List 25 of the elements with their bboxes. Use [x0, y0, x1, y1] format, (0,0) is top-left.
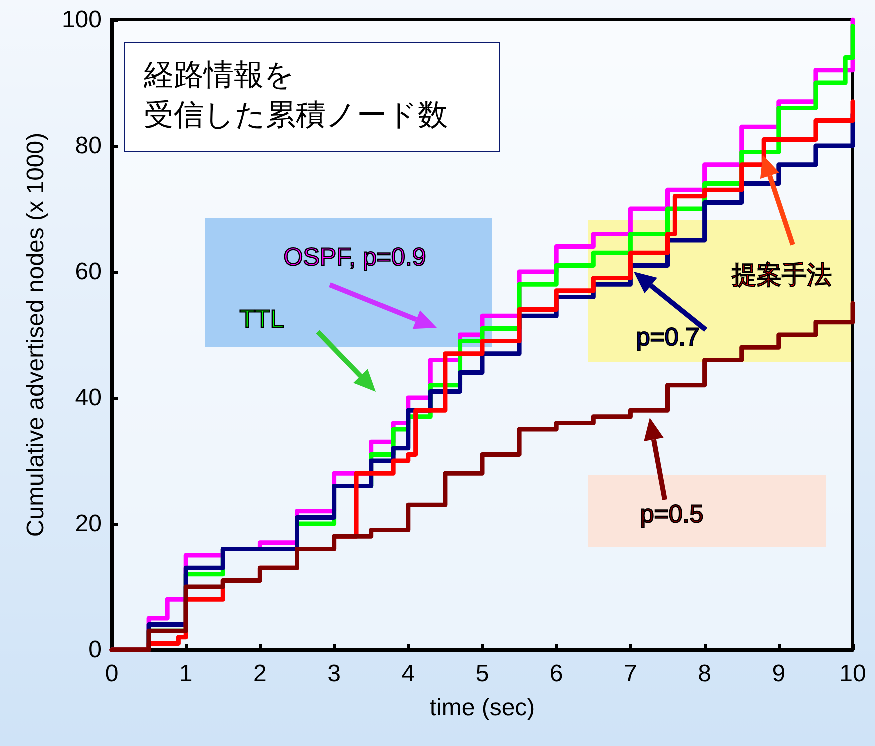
x-tick-label: 1: [179, 660, 193, 688]
text: TTL: [240, 306, 284, 334]
y-tick-label: 20: [75, 510, 102, 538]
y-tick-label: 60: [75, 258, 102, 286]
x-tick-label: 5: [476, 660, 490, 688]
series-label: p=0.7: [636, 324, 700, 352]
text: 提案手法: [732, 262, 832, 290]
x-tick-label: 6: [550, 660, 564, 688]
x-tick-label: 3: [328, 660, 341, 688]
x-tick-label: 8: [698, 660, 712, 688]
y-axis-title: Cumulative advertised nodes (x 1000): [22, 132, 50, 538]
y-tick-label: 0: [88, 636, 102, 664]
text: OSPF, p=0.9: [284, 244, 426, 272]
x-tick-label: 10: [840, 660, 866, 688]
text: p=0.5: [640, 500, 704, 528]
x-tick-label: 2: [254, 660, 267, 688]
y-tick-label: 80: [75, 132, 102, 160]
x-tick-label: 7: [624, 660, 638, 688]
y-tick-label: 40: [75, 384, 102, 412]
text: 経路情報を受信した累積ノード数: [144, 58, 449, 134]
x-tick-label: 4: [402, 660, 416, 688]
x-tick-label: 0: [105, 660, 119, 688]
y-tick-label: 100: [62, 6, 102, 34]
x-tick-label: 9: [772, 660, 786, 688]
x-axis-title: time (sec): [430, 694, 536, 722]
